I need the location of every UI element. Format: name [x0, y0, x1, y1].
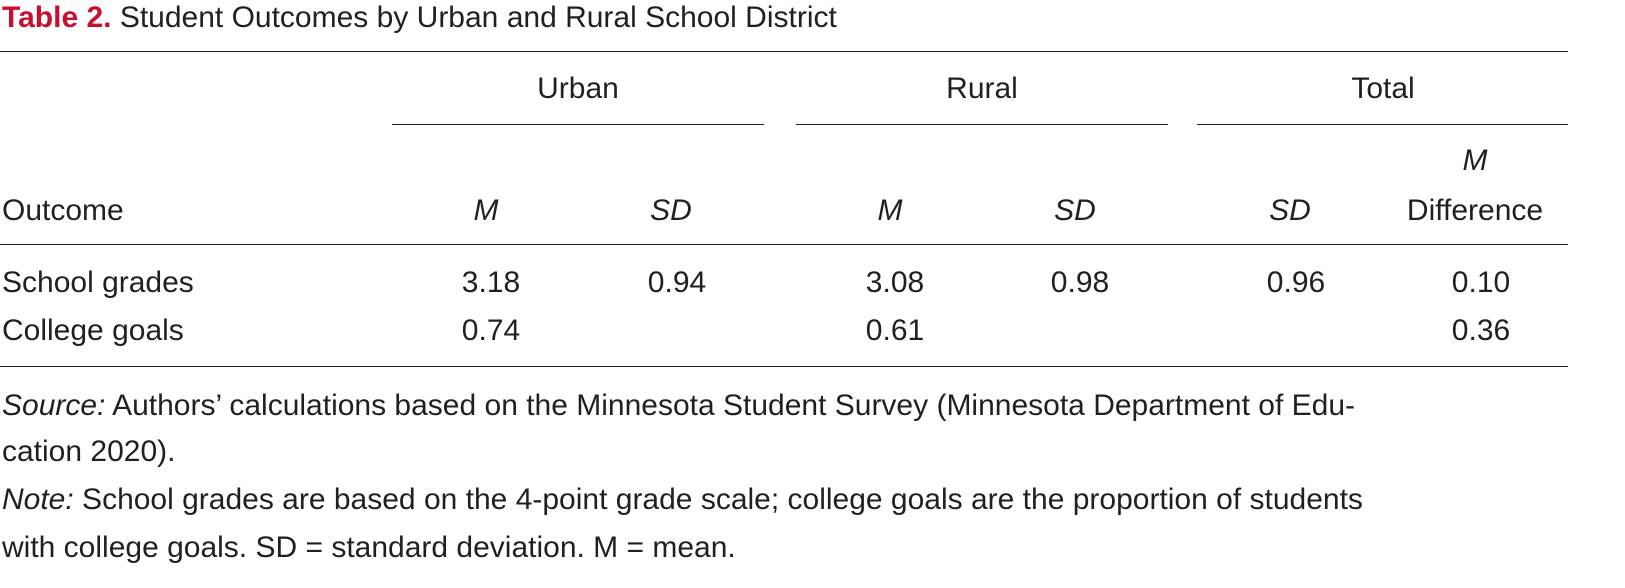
source-label: Source:: [2, 389, 106, 422]
column-header-urban-m: M: [473, 194, 499, 227]
source-text-1: Authors’ calculations based on the Minne…: [105, 389, 1355, 422]
table-title-text: Student Outcomes by Urban and Rural Scho…: [119, 1, 837, 34]
total-group-rule: [1197, 124, 1568, 125]
group-header-total: Total: [1351, 72, 1415, 105]
note-text-1: School grades are based on the 4-point g…: [73, 483, 1363, 516]
row-college-goals-outcome: College goals: [2, 314, 184, 347]
row-college-goals-rural-m: 0.61: [865, 314, 925, 347]
group-header-urban: Urban: [537, 72, 619, 105]
group-header-rural: Rural: [946, 72, 1018, 105]
row-school-grades-urban-sd: 0.94: [647, 266, 707, 299]
row-school-grades-rural-m: 3.08: [865, 266, 925, 299]
note-line2: with college goals. SD = standard deviat…: [2, 531, 736, 564]
header-bottom-rule: [0, 244, 1568, 245]
table-title: Table 2. Student Outcomes by Urban and R…: [2, 0, 837, 36]
column-header-mdiff-m: M: [1462, 144, 1488, 177]
row-school-grades-total-sd: 0.96: [1266, 266, 1326, 299]
source-note-line2: cation 2020).: [2, 435, 176, 468]
column-header-rural-sd: SD: [1054, 194, 1096, 227]
row-school-grades-outcome: School grades: [2, 266, 194, 299]
column-header-total-sd: SD: [1269, 194, 1311, 227]
row-school-grades-mdiff: 0.10: [1451, 266, 1511, 299]
source-note-line1: Source: Authors’ calculations based on t…: [2, 388, 1355, 424]
urban-group-rule: [392, 124, 764, 125]
column-header-urban-sd: SD: [650, 194, 692, 227]
row-college-goals-mdiff: 0.36: [1451, 314, 1511, 347]
row-school-grades-rural-sd: 0.98: [1050, 266, 1110, 299]
column-header-outcome: Outcome: [2, 194, 124, 227]
table-bottom-rule: [0, 366, 1568, 367]
rural-group-rule: [796, 124, 1168, 125]
note-label: Note:: [2, 483, 74, 516]
row-college-goals-urban-m: 0.74: [461, 314, 521, 347]
top-rule: [0, 51, 1568, 52]
column-header-mdiff-difference: Difference: [1406, 194, 1544, 227]
note-line1: Note: School grades are based on the 4-p…: [2, 482, 1363, 518]
row-school-grades-urban-m: 3.18: [461, 266, 521, 299]
column-header-rural-m: M: [877, 194, 903, 227]
table-number: Table 2.: [2, 1, 112, 34]
